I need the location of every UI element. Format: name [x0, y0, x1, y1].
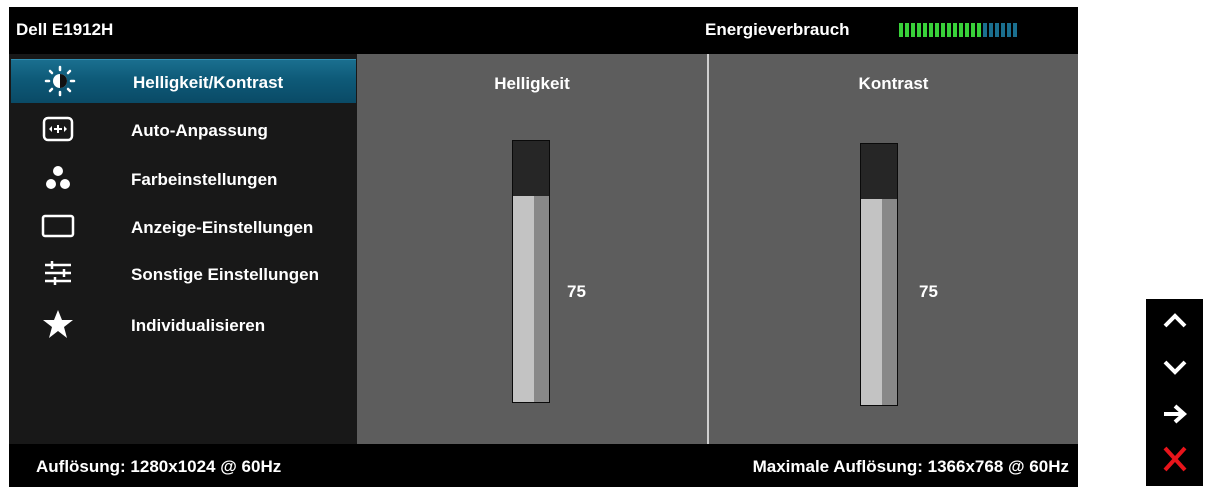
down-button[interactable]: [1146, 347, 1203, 393]
contrast-panel: Kontrast 75: [709, 54, 1078, 444]
menu-item-label: Auto-Anpassung: [131, 121, 268, 140]
menu-item-color-settings[interactable]: Farbeinstellungen: [9, 157, 357, 201]
up-button[interactable]: [1146, 301, 1203, 347]
energy-segment: [983, 23, 987, 37]
osd-footer: Auflösung: 1280x1024 @ 60Hz Maximale Auf…: [9, 444, 1078, 487]
menu-item-label: Farbeinstellungen: [131, 170, 278, 189]
auto-adjust-icon: [39, 113, 77, 145]
menu-item-brightness-contrast[interactable]: Helligkeit/Kontrast: [11, 59, 356, 103]
chevron-up-icon: [1146, 301, 1203, 341]
osd-header: Dell E1912H Energieverbrauch: [9, 7, 1078, 54]
energy-segment: [923, 23, 927, 37]
energy-segment: [929, 23, 933, 37]
exit-button[interactable]: [1146, 439, 1203, 485]
energy-segment: [953, 23, 957, 37]
close-icon: [1146, 439, 1203, 479]
menu-item-personalize[interactable]: Individualisieren: [9, 303, 357, 347]
contrast-slider-fill: [861, 198, 897, 405]
energy-segment: [1013, 23, 1017, 37]
arrow-right-icon: [1146, 394, 1203, 434]
main-menu: Helligkeit/Kontrast Auto-Anpassung Far: [9, 54, 357, 444]
contrast-value: 75: [919, 282, 938, 301]
brightness-slider-fill: [513, 195, 549, 402]
current-resolution: Auflösung: 1280x1024 @ 60Hz: [36, 457, 282, 476]
energy-segment: [905, 23, 909, 37]
energy-segment: [917, 23, 921, 37]
energy-segment: [989, 23, 993, 37]
energy-segment: [941, 23, 945, 37]
menu-item-label: Sonstige Einstellungen: [131, 265, 319, 284]
menu-item-label: Anzeige-Einstellungen: [131, 218, 314, 237]
menu-item-label: Individualisieren: [131, 316, 266, 335]
energy-segment: [935, 23, 939, 37]
brightness-icon: [41, 65, 79, 97]
energy-segment: [899, 23, 903, 37]
energy-segment: [971, 23, 975, 37]
max-resolution: Maximale Auflösung: 1366x768 @ 60Hz: [752, 457, 1069, 476]
brightness-slider[interactable]: [512, 140, 550, 403]
energy-label: Energieverbrauch: [705, 20, 850, 39]
display-settings-icon: [39, 210, 77, 242]
energy-segment: [947, 23, 951, 37]
brightness-value: 75: [567, 282, 586, 301]
panel-divider: [707, 54, 709, 444]
sliders-icon: [39, 257, 77, 289]
chevron-down-icon: [1146, 347, 1203, 387]
monitor-model-title: Dell E1912H: [16, 20, 114, 39]
menu-item-other-settings[interactable]: Sonstige Einstellungen: [9, 252, 357, 296]
energy-segment: [995, 23, 999, 37]
energy-meter: [899, 23, 1017, 37]
star-icon: [39, 308, 77, 340]
energy-segment: [1001, 23, 1005, 37]
energy-segment: [911, 23, 915, 37]
enter-button[interactable]: [1146, 394, 1203, 440]
energy-segment: [977, 23, 981, 37]
contrast-title: Kontrast: [858, 74, 929, 93]
brightness-panel: Helligkeit 75: [357, 54, 707, 444]
color-settings-icon: [39, 162, 77, 194]
menu-item-auto-adjust[interactable]: Auto-Anpassung: [9, 108, 357, 152]
brightness-title: Helligkeit: [494, 74, 570, 93]
menu-item-label: Helligkeit/Kontrast: [133, 73, 284, 92]
menu-item-display-settings[interactable]: Anzeige-Einstellungen: [9, 205, 357, 249]
contrast-slider[interactable]: [860, 143, 898, 406]
energy-segment: [959, 23, 963, 37]
monitor-buttons: [1146, 299, 1203, 486]
osd-window: Dell E1912H Energieverbrauch Helligkeit/…: [9, 7, 1078, 487]
energy-segment: [1007, 23, 1011, 37]
energy-segment: [965, 23, 969, 37]
